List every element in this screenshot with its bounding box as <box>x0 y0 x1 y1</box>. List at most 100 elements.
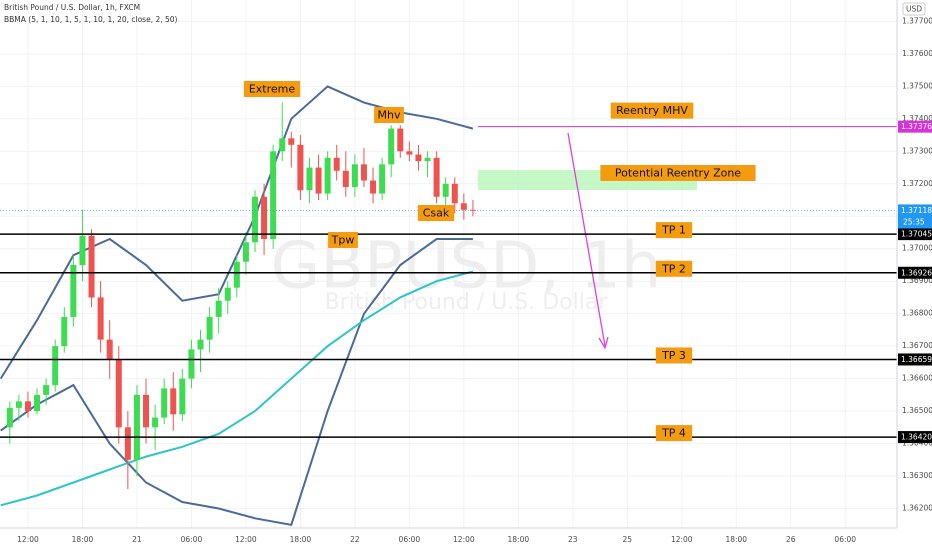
y-tick-label: 1.37000 <box>902 244 932 253</box>
arrow <box>567 132 606 347</box>
annotation-box <box>374 107 404 123</box>
candle-body <box>24 401 31 412</box>
level-label: TP 3 <box>661 349 686 362</box>
y-tick-label: 1.36600 <box>902 374 932 383</box>
price-tag-label: 1.36926 <box>901 268 932 277</box>
y-tick-label: 1.36300 <box>902 471 932 480</box>
candle-body <box>34 394 41 412</box>
chart-title: British Pound / U.S. Dollar, 1h, FXCM <box>4 3 140 12</box>
y-tick-label: 1.37300 <box>902 146 932 155</box>
candle-body <box>324 157 331 194</box>
level-label: TP 4 <box>661 427 686 440</box>
x-tick-label: 23 <box>568 535 578 544</box>
candle-body <box>251 196 258 243</box>
currency-box[interactable] <box>902 2 926 16</box>
candle-body <box>61 316 68 347</box>
y-tick-label: 1.37400 <box>902 114 932 123</box>
price-tag <box>898 228 932 241</box>
candle-body <box>370 180 377 194</box>
candle-body <box>415 154 422 162</box>
candle-body <box>360 164 367 181</box>
x-tick-label: 21 <box>132 535 142 544</box>
candle-body <box>6 407 13 428</box>
level-label-box <box>655 347 693 364</box>
candle-body <box>433 157 440 197</box>
price-tag-label: 1.37376 <box>901 122 932 131</box>
x-tick-label: 12:00 <box>671 535 693 544</box>
annotation: Csak <box>423 207 450 220</box>
level-label-box <box>655 222 693 239</box>
y-tick-label: 1.37600 <box>902 49 932 58</box>
x-tick-label: 06:00 <box>181 535 203 544</box>
x-tick-label: 18:00 <box>508 535 530 544</box>
candle-body <box>333 157 340 171</box>
candle-body <box>224 287 231 301</box>
candle-body <box>297 144 304 191</box>
x-tick-label: 12:00 <box>17 535 39 544</box>
x-tick-label: 18:00 <box>72 535 94 544</box>
axes: 1.362001.363001.364001.365001.366001.367… <box>17 16 932 544</box>
x-tick-label: 12:00 <box>453 535 475 544</box>
candle-body <box>306 167 313 191</box>
x-tick-label: 12:00 <box>235 535 257 544</box>
annotation: Potential Reentry Zone <box>615 167 741 180</box>
candle-body <box>451 183 458 204</box>
band-line <box>0 270 474 507</box>
x-tick-label: 18:00 <box>290 535 312 544</box>
price-tag <box>898 266 932 279</box>
candle-body <box>351 164 358 188</box>
price-tag <box>898 353 932 366</box>
candle-body <box>88 235 95 298</box>
candle-body <box>52 346 59 386</box>
last-price-tag <box>898 204 932 229</box>
candle-body <box>115 359 122 428</box>
candle-body <box>79 235 86 265</box>
candle-body <box>233 261 240 288</box>
candle-body <box>288 138 295 145</box>
candle-body <box>143 394 150 428</box>
annotation-box <box>600 165 756 181</box>
annotation: Extreme <box>249 83 296 96</box>
candle-body <box>279 138 286 152</box>
price-tag-label: 1.36420 <box>901 433 932 442</box>
candle-body <box>315 167 322 194</box>
y-tick-label: 1.37200 <box>902 179 932 188</box>
candle-body <box>133 394 140 460</box>
price-tag-label: 1.37045 <box>901 230 932 239</box>
candle-body <box>15 401 22 408</box>
annotation: Tpw <box>331 234 355 247</box>
plot: TP 1 TP 2 TP 3 TP 4 Reentry MHV Extreme Mhv Tpw… <box>0 81 897 526</box>
level-label-box <box>655 425 693 442</box>
x-tick-label: 18:00 <box>725 535 747 544</box>
annotation-box <box>328 232 358 248</box>
candle-body <box>179 378 186 415</box>
candle-body <box>406 151 413 155</box>
price-tag <box>898 120 932 133</box>
candle-body <box>197 339 204 350</box>
candle-body <box>124 427 131 460</box>
candle-body <box>460 203 467 210</box>
candle-body <box>152 417 159 428</box>
candle-body <box>270 151 277 239</box>
y-tick-label: 1.36900 <box>902 276 932 285</box>
candle-body <box>106 339 113 360</box>
candle-body <box>215 300 222 317</box>
level-label-box <box>655 260 693 277</box>
candle-body <box>342 170 349 188</box>
x-tick-label: 22 <box>350 535 360 544</box>
y-tick-label: 1.36700 <box>902 341 932 350</box>
y-tick-label: 1.36500 <box>902 406 932 415</box>
candle-body <box>388 128 395 165</box>
price-tag-label: 1.36659 <box>901 355 932 364</box>
candle-body <box>97 297 104 340</box>
candle-body <box>170 388 177 415</box>
annotation: Mhv <box>378 109 401 122</box>
annotation-box <box>417 205 455 221</box>
countdown: 25:35 <box>903 217 925 226</box>
candle-body <box>397 128 404 152</box>
y-tick-label: 1.37700 <box>902 16 932 25</box>
level-label: TP 2 <box>661 262 686 275</box>
candle-body <box>379 164 386 194</box>
candle-body <box>43 385 50 395</box>
